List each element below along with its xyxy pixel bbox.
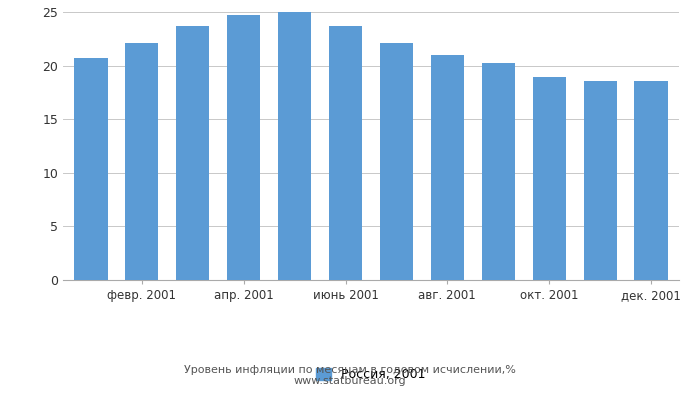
Bar (228, 15, 260, 280)
Bar (533, 77, 566, 280)
Bar (430, 55, 464, 280)
Bar (74, 58, 108, 280)
Bar (176, 26, 209, 280)
Bar (380, 43, 413, 280)
Bar (584, 81, 617, 280)
Text: Уровень инфляции по месяцам в годовом исчислении,%: Уровень инфляции по месяцам в годовом ис… (184, 365, 516, 375)
Bar (125, 43, 158, 280)
Text: www.statbureau.org: www.statbureau.org (294, 376, 406, 386)
Bar (329, 26, 362, 280)
Bar (482, 64, 514, 280)
Legend: Россия, 2001: Россия, 2001 (312, 363, 430, 386)
Bar (278, 12, 312, 280)
Bar (634, 81, 668, 280)
